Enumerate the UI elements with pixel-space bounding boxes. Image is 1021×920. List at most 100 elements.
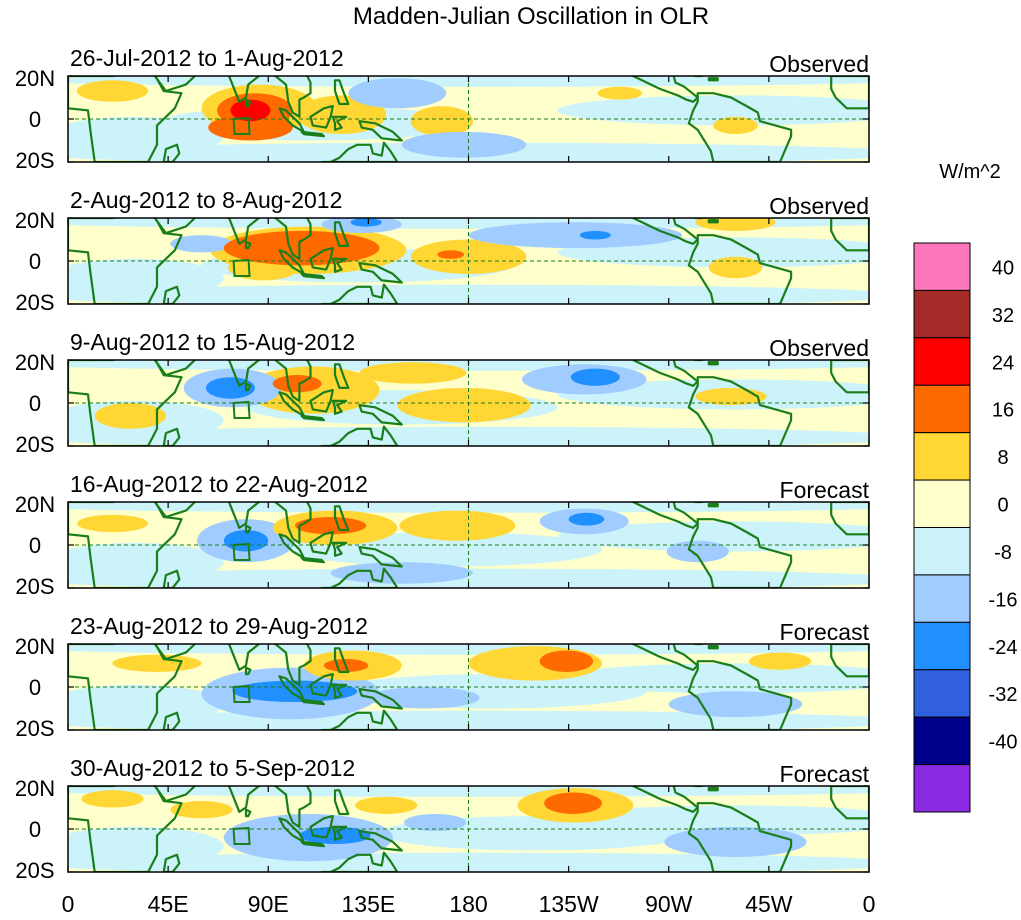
x-tick-label: 180 — [449, 891, 487, 917]
coastline — [320, 851, 399, 872]
colorbar-level-label: -24 — [989, 637, 1018, 659]
coastline — [707, 77, 719, 82]
panel-6: 20N 0 20S 30-Aug-2012 to 5-Sep-2012 Forecast — [15, 755, 870, 883]
x-tick-label: 135E — [342, 891, 396, 917]
coastline — [830, 644, 869, 678]
coastline — [320, 709, 399, 730]
panel-status-label: Observed — [769, 335, 869, 361]
anomaly-cell — [579, 230, 611, 240]
coastline — [162, 569, 181, 588]
negative-band — [557, 521, 869, 552]
coastline — [309, 531, 334, 555]
coastline — [331, 683, 348, 699]
coastline — [331, 541, 348, 557]
anomaly-cell — [223, 529, 269, 552]
anomaly-cell — [355, 796, 418, 814]
colorbar-swatch — [913, 716, 971, 766]
coastline — [358, 404, 403, 426]
coastline — [273, 360, 312, 402]
y-tick-label: 20S — [15, 716, 54, 741]
panel-4: 20N 0 20S 16-Aug-2012 to 22-Aug-2012 Forecas… — [15, 471, 870, 599]
coastline — [320, 567, 399, 588]
anomaly-cell — [544, 792, 602, 814]
anomaly-cell — [597, 86, 643, 100]
coastline — [153, 76, 197, 93]
x-tick-label: 0 — [863, 891, 876, 917]
coastline — [273, 644, 312, 686]
anomaly-cell — [205, 377, 255, 399]
coastline — [358, 120, 403, 142]
colorbar-level-label: 8 — [997, 447, 1008, 469]
anomaly-cell — [713, 116, 758, 135]
y-tick-label: 20N — [15, 492, 55, 517]
coastline — [830, 786, 869, 820]
anomaly-cell — [350, 218, 382, 227]
y-tick-label: 0 — [29, 249, 41, 274]
anomaly-cell — [568, 512, 605, 526]
coastline — [333, 789, 350, 816]
colorbar: W/m^2 40 32 24 16 8 0 -8 -16 -24 -32 -40 — [913, 161, 1018, 813]
coastline — [300, 130, 325, 138]
panel-5: 20N 0 20S 23-Aug-2012 to 29-Aug-2012 Forecas… — [15, 613, 870, 741]
anomaly-cell — [208, 114, 293, 141]
coastline — [227, 360, 261, 387]
x-tick-label: 90W — [645, 891, 693, 917]
anomaly-cell — [170, 235, 233, 253]
coastline — [153, 502, 197, 519]
coastline — [707, 361, 719, 366]
anomaly-cell — [410, 106, 473, 137]
coastline — [309, 389, 334, 413]
panel-period-label: 30-Aug-2012 to 5-Sep-2012 — [70, 755, 355, 781]
x-tick-label: 0 — [62, 891, 75, 917]
coastline — [331, 257, 348, 273]
coastline — [300, 556, 325, 564]
y-tick-label: 20N — [15, 350, 55, 375]
coastline — [273, 218, 312, 260]
colorbar-swatch — [913, 527, 971, 576]
anomaly-cell — [223, 230, 380, 266]
y-tick-label: 0 — [29, 533, 41, 558]
coastline — [244, 240, 252, 250]
coastline — [830, 502, 869, 536]
panel-status-label: Forecast — [780, 619, 870, 645]
coastline — [68, 644, 183, 730]
coastlines — [68, 786, 869, 872]
coastline — [300, 840, 325, 848]
colorbar-units-label: W/m^2 — [939, 161, 1001, 183]
colorbar-level-label: 32 — [992, 305, 1014, 327]
negative-band — [68, 684, 224, 724]
anomaly-cell — [76, 80, 149, 102]
colorbar-level-label: 24 — [992, 352, 1014, 374]
reference-box — [232, 116, 251, 135]
coastline — [830, 76, 869, 110]
coastline — [691, 76, 704, 78]
coastline — [162, 853, 181, 872]
coastline — [68, 786, 183, 872]
anomaly-cell — [368, 687, 480, 709]
coastline — [358, 830, 403, 852]
coastline — [309, 247, 334, 271]
negative-band — [68, 542, 224, 582]
coastline — [331, 825, 348, 841]
coastlines — [68, 360, 869, 446]
coastline — [632, 502, 699, 529]
coastline — [273, 502, 312, 544]
anomaly-cell — [297, 95, 387, 135]
anomaly-cell — [348, 78, 447, 109]
coastline — [309, 815, 334, 839]
coastline — [153, 218, 197, 235]
anomaly-cell — [401, 131, 527, 158]
panels: 20N 0 20S 26-Jul-2012 to 1-Aug-2012 Observed… — [15, 45, 870, 883]
anomaly-cell — [403, 813, 467, 832]
coastline — [153, 360, 197, 377]
coastline — [162, 285, 181, 304]
colorbar-swatch — [913, 432, 971, 481]
anomaly-cell — [570, 368, 620, 386]
panel-2: 20N 0 20S 2-Aug-2012 to 8-Aug-2012 Observed — [15, 187, 870, 315]
negative-band — [557, 805, 869, 836]
anomaly-cell — [748, 652, 812, 670]
x-tick-label: 135W — [539, 891, 599, 917]
colorbar-level-label: 0 — [997, 495, 1008, 517]
colorbar-swatch — [913, 764, 971, 813]
anomaly-cell — [230, 99, 271, 122]
